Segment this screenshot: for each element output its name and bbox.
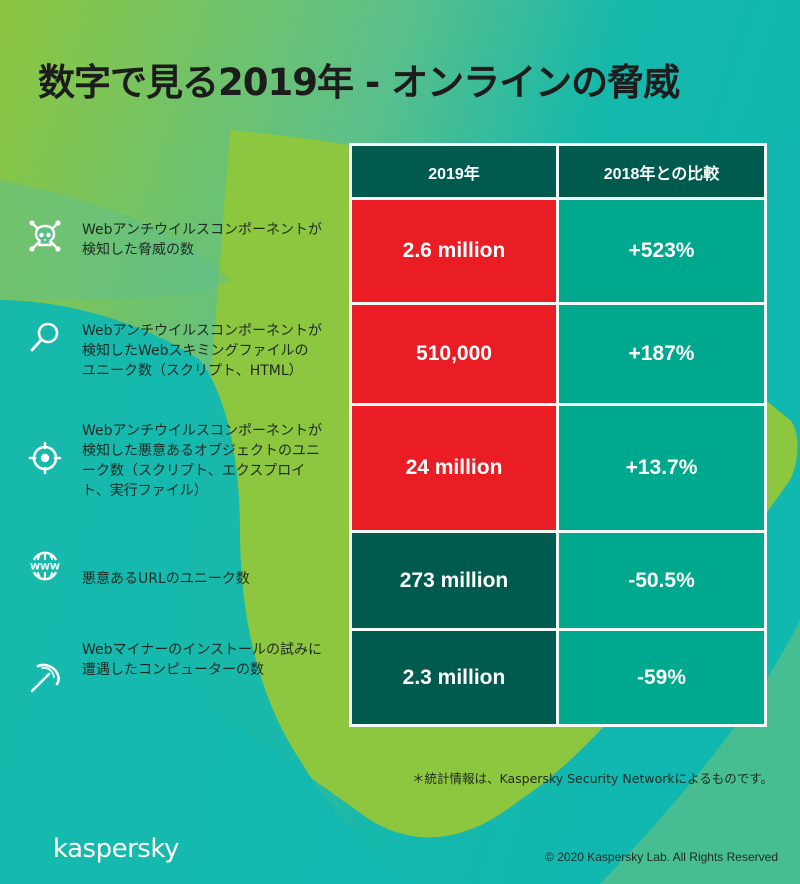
change-cell: +13.7%: [559, 406, 764, 530]
header-comparison: 2018年との比較: [559, 146, 764, 197]
row-label: Webアンチウイルスコンポーネントが検知した悪意あるオブジェクトのユニーク数（ス…: [82, 423, 322, 499]
value-cell: 2.3 million: [352, 631, 556, 724]
www-globe-icon: WWW: [30, 551, 60, 581]
copyright: © 2020 Kaspersky Lab. All Rights Reserve…: [545, 850, 778, 864]
row-label: Webアンチウイルスコンポーネントが検知したWebスキミングファイルのユニーク数…: [82, 323, 322, 379]
change-cell: +187%: [559, 305, 764, 403]
value-cell: 510,000: [352, 305, 556, 403]
footnote: ＊統計情報は、Kaspersky Security Networkによるものです…: [412, 771, 773, 786]
skull-crossbones-icon: [29, 220, 61, 252]
header-2019: 2019年: [352, 146, 556, 197]
change-cell: +523%: [559, 200, 764, 302]
row-label: 悪意あるURLのユニーク数: [82, 571, 250, 587]
change-cell: -50.5%: [559, 533, 764, 628]
svg-text:WWW: WWW: [30, 563, 60, 573]
row-label: Webマイナーのインストールの試みに遭遇したコンピューターの数: [82, 642, 322, 678]
value-cell: 24 million: [352, 406, 556, 530]
value-cell: 2.6 million: [352, 200, 556, 302]
magnifier-icon: [30, 322, 59, 352]
target-crosshair-icon: [28, 441, 62, 475]
stats-table: 2019年 2018年との比較 2.6 million +523% 510,00…: [349, 143, 767, 727]
kaspersky-logo: kaspersky: [53, 834, 179, 864]
change-cell: -59%: [559, 631, 764, 724]
value-cell: 273 million: [352, 533, 556, 628]
row-label: Webアンチウイルスコンポーネントが検知した脅威の数: [82, 222, 322, 258]
page-title: 数字で見る2019年 - オンラインの脅威: [38, 61, 680, 104]
pickaxe-icon: [30, 663, 60, 693]
